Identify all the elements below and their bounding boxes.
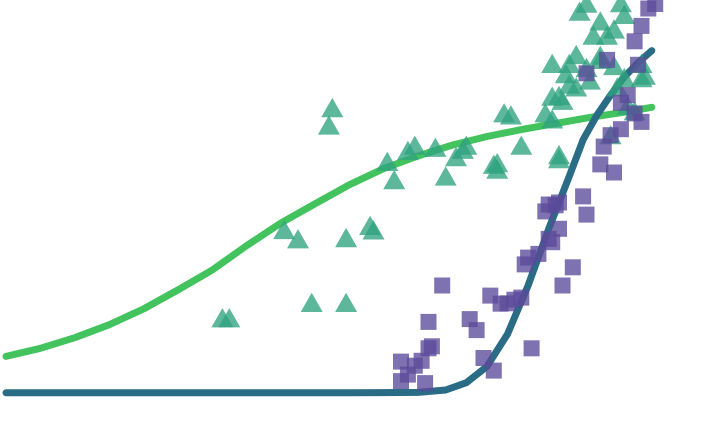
triangle-point <box>541 86 564 106</box>
triangle-point <box>613 67 636 88</box>
triangle-point <box>321 97 344 118</box>
triangle-point <box>499 105 522 125</box>
triangle-point <box>403 135 426 155</box>
square-point <box>606 164 622 181</box>
triangle-point <box>613 4 636 25</box>
triangle-point <box>541 109 564 129</box>
square-point <box>578 206 595 223</box>
square-point <box>554 277 571 294</box>
triangle-point <box>541 53 564 73</box>
triangle-point <box>609 0 632 13</box>
triangle-point <box>455 135 478 155</box>
triangle-point <box>558 53 581 73</box>
square-point <box>423 338 440 355</box>
triangle-point <box>317 115 340 135</box>
square-point <box>393 353 409 370</box>
square-point <box>626 33 643 50</box>
teal-curve-line <box>2 47 656 397</box>
square-point <box>633 17 650 34</box>
square-point <box>592 156 609 173</box>
triangle-point <box>575 0 598 13</box>
triangle-point <box>630 67 653 88</box>
triangle-point <box>603 19 625 39</box>
triangle-point <box>287 229 309 249</box>
square-point <box>475 350 492 366</box>
triangle-point <box>335 292 358 312</box>
square-point <box>599 51 616 68</box>
square-point <box>434 277 451 294</box>
triangle-point <box>335 227 358 248</box>
square-point <box>513 289 530 306</box>
triangle-point <box>359 215 382 235</box>
triangle-point <box>554 63 577 84</box>
triangle-point <box>218 308 241 328</box>
square-point <box>551 220 567 237</box>
square-point <box>485 362 502 379</box>
triangle-point <box>548 144 570 165</box>
triangle-point <box>486 153 509 173</box>
triangle-point <box>383 170 406 190</box>
triangle-point <box>424 137 447 157</box>
square-point <box>602 127 619 144</box>
triangle-point <box>510 135 533 155</box>
square-point <box>647 0 664 12</box>
square-point <box>551 194 567 211</box>
square-point <box>413 352 430 369</box>
triangle-point <box>300 292 323 312</box>
square-point <box>393 373 409 390</box>
points-layer <box>211 0 664 392</box>
square-point <box>578 65 595 82</box>
square-point <box>468 322 485 339</box>
triangle-point <box>376 151 399 171</box>
triangle-point <box>273 219 296 240</box>
square-point <box>633 113 650 130</box>
square-point <box>619 87 636 104</box>
triangle-point <box>565 77 588 97</box>
square-point <box>417 375 434 392</box>
square-point <box>530 245 547 262</box>
triangle-point <box>434 166 457 186</box>
triangle-point <box>589 11 612 31</box>
square-point <box>420 313 437 330</box>
square-point <box>630 56 646 73</box>
square-point <box>523 340 540 357</box>
square-point <box>575 188 592 205</box>
square-point <box>564 259 581 276</box>
